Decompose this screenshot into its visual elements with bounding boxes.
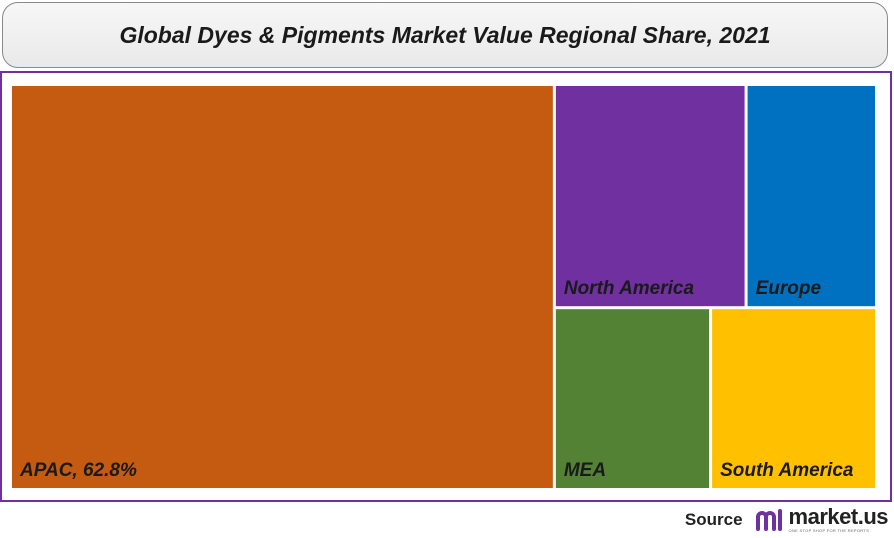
treemap-label-apac: APAC, 62.8%	[19, 460, 137, 481]
source-label: Source	[684, 509, 743, 529]
treemap-chart: APAC, 62.8% North America Europe MEA South A…	[12, 86, 875, 488]
chart-title: Global Dyes & Pigments Market Value Regi…	[119, 21, 771, 48]
treemap-label-europe: Europe	[756, 278, 822, 299]
logo-name: market.us	[788, 504, 889, 529]
chart-title-box: Global Dyes & Pigments Market Value Regi…	[2, 2, 888, 68]
source-row: Source market.us ONE STOP SHOP FOR THE R…	[684, 503, 889, 536]
treemap-label-north-america: North America	[564, 278, 695, 299]
treemap-tile-apac	[12, 86, 553, 488]
logo-tagline: ONE STOP SHOP FOR THE REPORTS	[788, 528, 870, 533]
treemap-tile-north-america	[555, 86, 745, 307]
treemap-label-south-america: South America	[720, 460, 854, 481]
market-us-logo: market.us ONE STOP SHOP FOR THE REPORTS	[755, 504, 889, 533]
treemap-tile-europe	[747, 86, 875, 307]
treemap-tile-south-america	[712, 309, 875, 488]
market-us-logo-icon	[755, 508, 782, 531]
treemap-label-mea: MEA	[564, 460, 606, 481]
treemap-tile-mea	[555, 309, 710, 488]
